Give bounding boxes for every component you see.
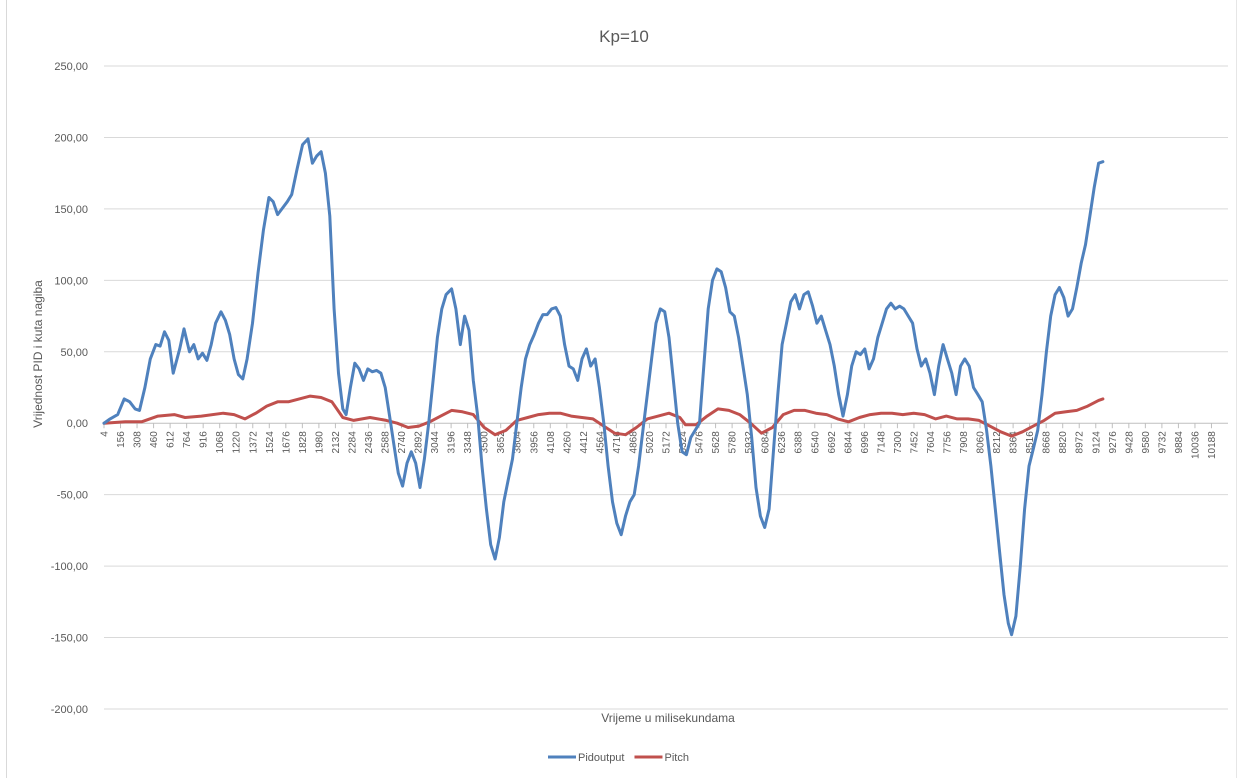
x-tick-label: 7300 (893, 431, 904, 454)
x-tick-label: 2436 (364, 431, 375, 454)
x-tick-label: 9732 (1157, 431, 1168, 454)
y-tick-label: 250,00 (54, 61, 88, 73)
x-tick-label: 6388 (794, 431, 805, 454)
x-tick-label: 3196 (447, 431, 458, 454)
x-tick-label: 9276 (1108, 431, 1119, 454)
x-tick-label: 5172 (662, 431, 673, 454)
x-tick-label: 7148 (876, 431, 887, 454)
x-tick-label: 7908 (959, 431, 970, 454)
x-tick-label: 9580 (1141, 431, 1152, 454)
x-tick-label: 8212 (992, 431, 1003, 454)
series-layer (102, 137, 1105, 637)
chart-frame-right-edge (1236, 0, 1237, 778)
x-tick-label: 8060 (976, 431, 987, 454)
x-tick-label: 1524 (265, 431, 276, 454)
x-tick-label: 4108 (546, 431, 557, 454)
x-tick-label: 4868 (628, 431, 639, 454)
x-tick-label: 3044 (430, 431, 441, 454)
legend-label-pidoutput: Pidoutput (578, 752, 624, 764)
x-tick-label: 4716 (612, 431, 623, 454)
y-tick-label: -200,00 (51, 704, 88, 716)
legend-label-pitch: Pitch (664, 752, 688, 764)
y-tick-label: -100,00 (51, 561, 88, 573)
x-tick-label: 7452 (909, 431, 920, 454)
x-tick-label: 5020 (645, 431, 656, 454)
x-tick-label: 9884 (1174, 431, 1185, 454)
y-tick-label: -150,00 (51, 633, 88, 645)
x-tick-label: 7756 (943, 431, 954, 454)
x-tick-label: 1980 (314, 431, 325, 454)
x-tick-label: 2588 (381, 431, 392, 454)
x-tick-label: 10036 (1190, 431, 1201, 459)
x-tick-label: 6540 (810, 431, 821, 454)
x-tick-label: 1828 (298, 431, 309, 454)
x-tick-label: 6996 (860, 431, 871, 454)
x-tick-label: 4564 (595, 431, 606, 454)
x-tick-label: 3804 (513, 431, 524, 454)
x-tick-label: 5628 (711, 431, 722, 454)
x-tick-label: 8668 (1042, 431, 1053, 454)
y-tick-label: 100,00 (54, 275, 88, 287)
x-tick-label: 2284 (347, 431, 358, 454)
x-tick-label: 1068 (215, 431, 226, 454)
x-tick-label: 4260 (562, 431, 573, 454)
x-tick-label: 1220 (232, 431, 243, 454)
x-tick-label: 5932 (744, 431, 755, 454)
x-tick-label: 460 (149, 431, 160, 448)
gridlines (104, 65, 1228, 710)
x-tick-label: 1676 (281, 431, 292, 454)
x-tick-label: 3956 (529, 431, 540, 454)
y-tick-label: 50,00 (60, 347, 88, 359)
x-tick-label: 5324 (678, 431, 689, 454)
chart-title: Kp=10 (599, 27, 649, 46)
chart-frame-left-edge (6, 0, 7, 778)
x-tick-label: 4 (100, 431, 111, 437)
legend: Pidoutput Pitch (548, 752, 689, 764)
x-axis-title: Vrijeme u milisekundama (601, 711, 735, 725)
x-tick-label: 8972 (1075, 431, 1086, 454)
series-line-pitch (102, 394, 1105, 438)
x-tick-label: 3500 (480, 431, 491, 454)
x-tick-label: 3348 (463, 431, 474, 454)
x-tick-label: 2892 (414, 431, 425, 454)
y-tick-label: -50,00 (57, 490, 88, 502)
x-tick-label: 1372 (248, 431, 259, 454)
y-axis-tick-labels: 250,00 200,00 150,00 100,00 50,00 0,00 -50,00 -… (51, 61, 88, 716)
x-tick-label: 8820 (1058, 431, 1069, 454)
x-tick-label: 2740 (397, 431, 408, 454)
x-axis (103, 422, 1228, 429)
x-tick-label: 764 (182, 431, 193, 448)
x-tick-label: 6692 (827, 431, 838, 454)
y-tick-label: 0,00 (67, 418, 88, 430)
x-tick-label: 8364 (1009, 431, 1020, 454)
x-tick-label: 9124 (1091, 431, 1102, 454)
x-tick-label: 916 (199, 431, 210, 448)
x-tick-label: 9428 (1124, 431, 1135, 454)
x-tick-label: 612 (166, 431, 177, 448)
x-tick-label: 308 (133, 431, 144, 448)
x-axis-tick-labels: 4 156 308 460 612 764 916 1068 1220 1372 1524 1676 1… (100, 431, 1218, 459)
x-tick-label: 4412 (579, 431, 590, 454)
x-tick-label: 8516 (1025, 431, 1036, 454)
x-tick-label: 10188 (1207, 431, 1218, 459)
x-tick-label: 7604 (926, 431, 937, 454)
series-line-pidoutput (102, 137, 1105, 637)
x-tick-label: 3652 (496, 431, 507, 454)
y-tick-label: 200,00 (54, 132, 88, 144)
x-tick-label: 5476 (695, 431, 706, 454)
x-tick-label: 2132 (331, 431, 342, 454)
x-tick-label: 6084 (761, 431, 772, 454)
y-tick-label: 150,00 (54, 204, 88, 216)
y-axis-title: Vrijednost PID i kuta nagiba (31, 280, 45, 428)
x-tick-label: 6236 (777, 431, 788, 454)
x-tick-label: 156 (116, 431, 127, 448)
x-tick-label: 5780 (728, 431, 739, 454)
x-tick-label: 6844 (843, 431, 854, 454)
